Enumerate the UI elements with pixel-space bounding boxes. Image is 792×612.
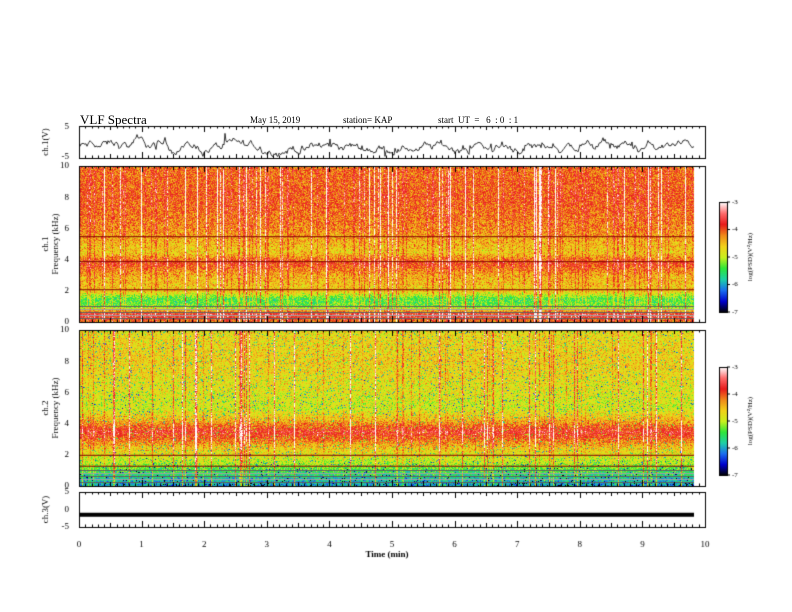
station-label: station= KAP [343, 115, 393, 125]
start-time-label: start UT = 6 : 0 : 1 [438, 115, 519, 125]
date-label: May 15, 2019 [250, 115, 301, 125]
figure-title: VLF Spectra [80, 112, 147, 127]
